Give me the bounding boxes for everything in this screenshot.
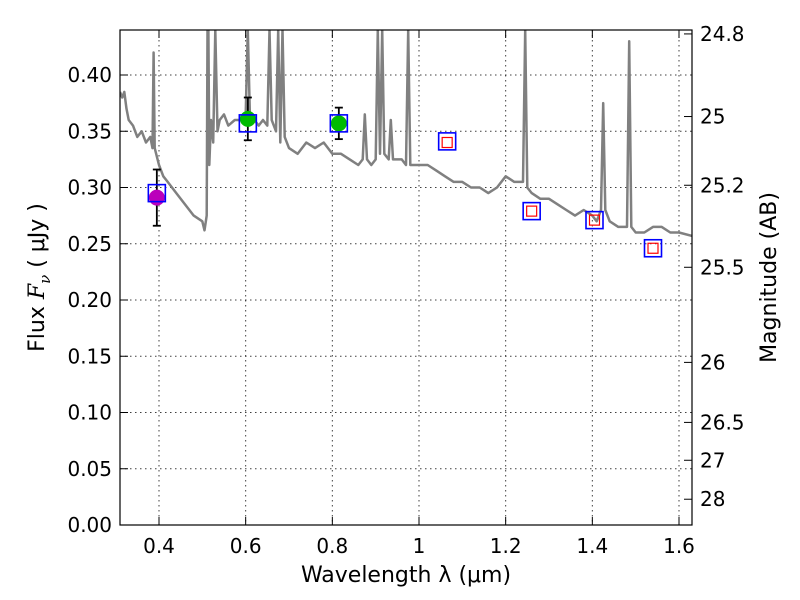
model-box	[238, 114, 258, 133]
model-box	[329, 114, 349, 133]
y2-tick-label: 27	[700, 448, 725, 472]
y-axis-label-subscript: ν	[36, 275, 54, 284]
predicted-box	[647, 242, 659, 254]
observed-point	[148, 189, 165, 206]
x-tick-label: 0.4	[143, 534, 175, 558]
model-box	[522, 201, 541, 221]
spectrum-layer	[120, 30, 692, 238]
x-tick-label: 1.2	[490, 534, 522, 558]
x-tick-label: 0.8	[316, 534, 348, 558]
predicted-box	[526, 205, 538, 217]
observed-point	[239, 110, 256, 127]
observed-point	[330, 115, 347, 132]
x-tick-label: 1.6	[663, 534, 695, 558]
x-tick-label: 0.6	[230, 534, 262, 558]
model-box	[643, 238, 663, 258]
x-tick-label: 1	[413, 534, 426, 558]
x-axis-label: Wavelength λ (μm)	[301, 563, 511, 588]
model-box	[437, 132, 457, 151]
y-tick-label: 0.15	[67, 344, 112, 368]
plot-frame	[119, 29, 693, 526]
y2-tick-label: 25	[700, 105, 725, 129]
y2-axis-label: Magnitude (AB)	[757, 192, 782, 363]
y2-tick-label: 28	[700, 487, 725, 511]
y-axis-label-prefix: Flux	[25, 299, 50, 352]
y-tick-label: 0.20	[67, 288, 112, 312]
y-axis-label: Flux Fν ( μJy )	[25, 203, 54, 352]
model-box	[585, 210, 604, 230]
y-tick-label: 0.40	[67, 63, 112, 87]
y-tick-label: 0.35	[67, 119, 112, 143]
x-tick-label: 1.4	[576, 534, 608, 558]
y-tick-label: 0.05	[67, 457, 112, 481]
y2-tick-label: 24.8	[700, 22, 745, 46]
y-tick-label: 0.00	[67, 513, 112, 537]
y-tick-label: 0.30	[67, 176, 112, 200]
y-tick-label: 0.25	[67, 232, 112, 256]
y2-tick-label: 26	[700, 350, 725, 374]
y2-tick-label: 25.2	[700, 173, 745, 197]
marker-layer	[147, 96, 663, 258]
y-axis-label-symbol: F	[25, 283, 50, 300]
model-box	[147, 183, 167, 203]
model-spectrum-line	[120, 30, 692, 238]
predicted-box	[441, 136, 453, 149]
y-tick-label: 0.10	[67, 401, 112, 425]
predicted-box	[588, 214, 601, 226]
y2-tick-label: 25.5	[700, 255, 745, 279]
y2-tick-label: 26.5	[700, 410, 745, 434]
tick-layer: 0.4 0.6 0.8 1 1.2 1.4 1.6 0.00 0.05 0.10 0.15 0.20 0…	[67, 22, 744, 558]
y-axis-label-units: ( μJy )	[25, 203, 50, 275]
